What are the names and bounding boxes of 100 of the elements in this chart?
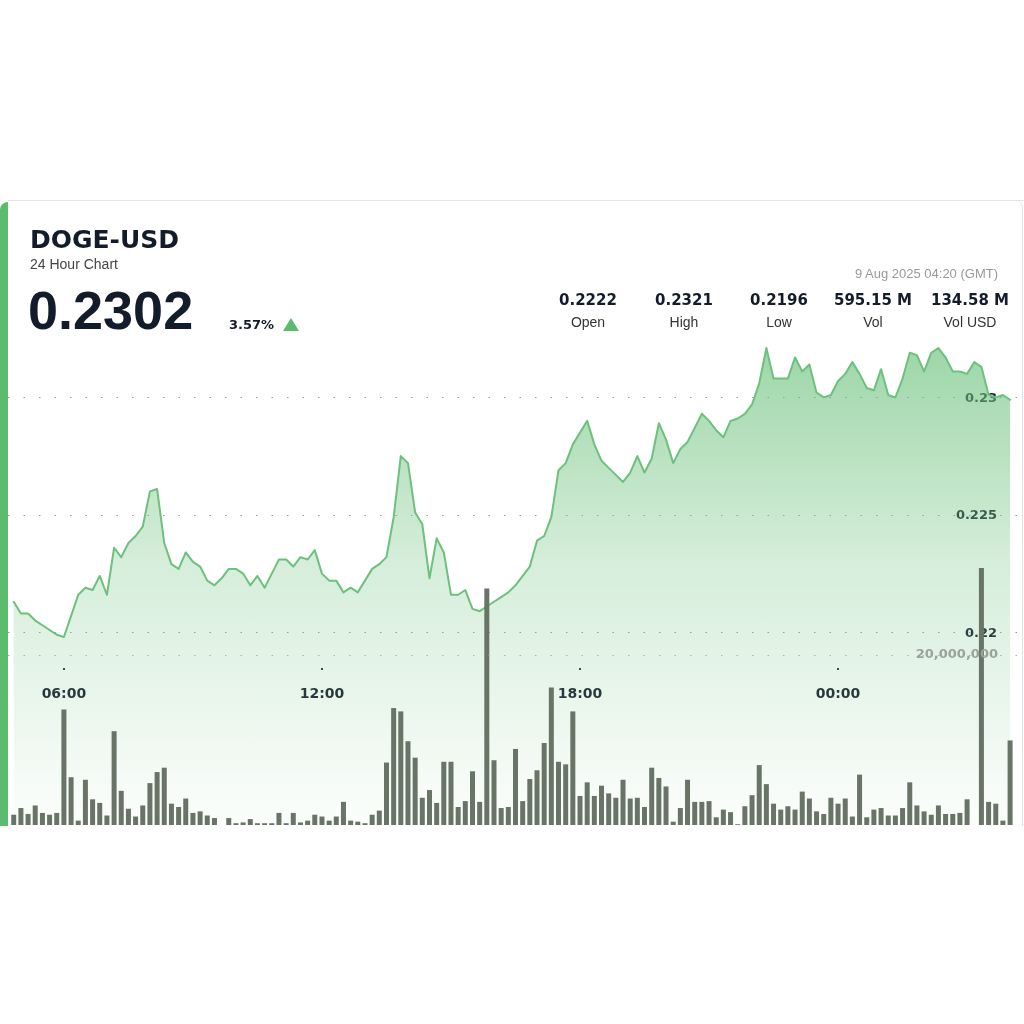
bar — [943, 813, 949, 825]
bar — [398, 711, 404, 825]
bar — [878, 808, 884, 825]
bar — [477, 801, 483, 825]
bar — [728, 812, 734, 825]
bar — [383, 762, 389, 825]
bar — [54, 812, 60, 825]
bar — [140, 805, 146, 825]
bar — [434, 802, 440, 825]
bar — [305, 820, 311, 825]
bar — [900, 808, 906, 825]
bar — [520, 801, 526, 825]
bar — [935, 805, 941, 825]
bar — [1000, 820, 1006, 825]
bar — [183, 798, 189, 825]
text: 24 Hour Chart — [30, 256, 118, 272]
bar — [584, 782, 590, 825]
bar — [907, 782, 913, 825]
bar — [326, 820, 332, 825]
bar — [18, 808, 24, 825]
bar — [620, 779, 626, 825]
bar — [498, 808, 504, 825]
bar — [599, 785, 605, 825]
bar — [39, 812, 45, 825]
bar — [104, 815, 110, 825]
bar — [742, 806, 748, 825]
bar — [462, 801, 468, 825]
bar — [914, 805, 920, 825]
bar — [391, 708, 397, 825]
bar — [828, 797, 834, 825]
bar — [706, 801, 712, 825]
bar — [806, 798, 812, 825]
bar — [821, 813, 827, 825]
bar — [133, 816, 139, 825]
bar — [656, 777, 662, 825]
bar — [340, 801, 346, 825]
bar — [469, 771, 475, 825]
bar — [541, 743, 547, 825]
bar — [749, 795, 755, 825]
bar — [147, 783, 153, 825]
bar — [240, 822, 246, 825]
bar — [297, 822, 303, 825]
bar — [426, 790, 432, 825]
annotation: Vol USD — [942, 314, 998, 330]
bar — [799, 791, 805, 825]
bar — [211, 818, 217, 825]
bar — [484, 588, 490, 825]
bar — [190, 812, 196, 825]
bar — [491, 760, 497, 825]
bar — [964, 799, 970, 825]
bar — [649, 767, 655, 825]
bar — [606, 793, 612, 825]
bar — [369, 814, 375, 825]
bar — [835, 803, 841, 825]
y-tick-label: 0.23 — [964, 389, 997, 405]
bar — [892, 815, 898, 825]
bar — [570, 711, 576, 825]
bar — [82, 779, 88, 825]
bar — [197, 811, 203, 825]
bar — [771, 803, 777, 825]
bar — [677, 808, 683, 825]
bar — [871, 809, 877, 825]
bar — [563, 764, 569, 825]
bar — [713, 817, 719, 825]
annotation: 0.2222 — [558, 291, 618, 309]
bar — [455, 807, 461, 825]
bar — [814, 811, 820, 825]
x-tick-label: 06:00 — [41, 685, 87, 701]
bar — [441, 761, 447, 825]
bar — [47, 814, 53, 825]
bar — [154, 772, 160, 825]
bar — [534, 770, 540, 825]
bar — [849, 816, 855, 825]
bar — [699, 801, 705, 825]
bar — [685, 779, 691, 825]
x-tick-label: 12:00 — [299, 685, 345, 701]
bar — [986, 801, 992, 825]
x-tick-label: 18:00 — [557, 685, 603, 701]
bar — [118, 790, 124, 825]
x-tick-label: 00:00 — [815, 685, 861, 701]
bar — [513, 748, 518, 825]
bar — [32, 805, 38, 825]
bar — [950, 813, 956, 825]
bar — [857, 774, 863, 825]
annotation: 0.2321 — [654, 291, 714, 309]
bar — [627, 798, 633, 825]
bar — [556, 761, 562, 825]
bar — [613, 797, 619, 825]
bar — [25, 813, 31, 825]
bar — [61, 709, 67, 825]
bar — [290, 812, 296, 825]
bar — [168, 803, 174, 825]
bar — [276, 812, 282, 825]
bar — [663, 786, 669, 825]
bar — [548, 687, 554, 825]
bar — [720, 809, 726, 825]
bar — [957, 812, 963, 825]
bar — [642, 807, 648, 825]
bar — [247, 819, 253, 825]
bar — [75, 820, 81, 825]
